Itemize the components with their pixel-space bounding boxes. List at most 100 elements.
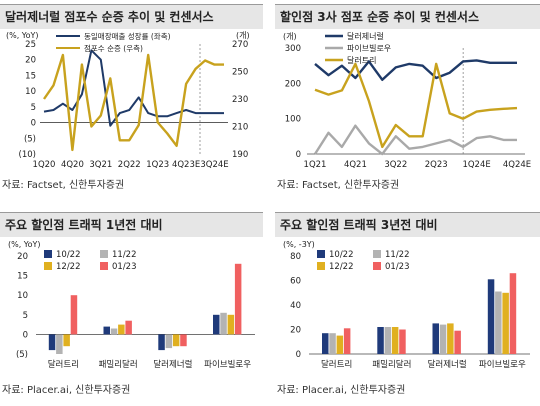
legend-swatch (373, 262, 381, 270)
bar-11/22 (110, 328, 118, 335)
x-category-label: 달러제너럴 (428, 359, 467, 370)
y-tick-label-left: 10 (25, 87, 36, 97)
x-tick-label: 1Q24E (462, 160, 490, 170)
bar-01/23 (180, 334, 187, 347)
panel-three-discounters: 할인점 3사 점포 순증 추이 및 컨센서스 (개) 0 100 200 300 1Q21… (275, 4, 540, 194)
bar-01/23 (234, 263, 242, 335)
y-tick-label: 5 (23, 311, 28, 321)
bar-11/22 (439, 324, 447, 354)
bar-11/22 (56, 334, 63, 354)
bar-01/23 (343, 328, 351, 354)
bar-12/22 (447, 323, 454, 354)
line-chart-store-growth: (%, YoY) (개) (10) (5) 0 5 10 15 20 25 190 210 230 250… (6, 30, 250, 170)
x-tick-label: 3Q22 (384, 160, 407, 170)
source-note: 자료: Placer.ai, 신한투자증권 (2, 385, 131, 396)
bar-10/22 (103, 326, 110, 335)
x-tick-label: 2Q22 (118, 160, 141, 170)
bar-12/22 (63, 334, 70, 347)
x-category-label: 달러트리 (48, 359, 79, 370)
bar-10/22 (377, 327, 384, 354)
legend-swatch (44, 262, 52, 270)
source-note: 자료: Factset, 신한투자증권 (2, 180, 125, 191)
y-axis-unit: (%, YoY) (8, 240, 41, 249)
y-tick-label: 300 (285, 44, 301, 54)
source-note: 자료: Placer.ai, 신한투자증권 (277, 385, 406, 396)
legend-label: 11/22 (385, 250, 410, 260)
x-tick-label: 2Q23 (425, 160, 448, 170)
y-tick-label: 200 (285, 79, 301, 89)
bar-01/23 (70, 295, 78, 335)
panel-store-growth: 달러제너럴 점포수 순증 추이 및 컨센서스 (%, YoY) (개) (10) (5… (0, 4, 263, 194)
y-axis-unit: (개) (283, 31, 297, 41)
x-tick-label: 1Q20 (33, 160, 56, 170)
panel-traffic-3y: 주요 할인점 트래픽 3년전 대비 (%, -3Y) 0 20 40 60 80 달러트리 패… (275, 212, 540, 406)
x-tick-label: 4Q20 (61, 160, 84, 170)
y-tick-label-left: 25 (25, 40, 36, 50)
y-tick-label-left: (10) (19, 150, 36, 160)
bar-12/22 (227, 314, 235, 335)
y-tick-label-right: 270 (232, 40, 248, 50)
y-tick-label-left: 5 (31, 103, 36, 113)
y-tick-label: 20 (17, 252, 28, 262)
bar-01/23 (399, 329, 406, 354)
x-tick-label: 4Q21 (344, 160, 367, 170)
series-line-1 (313, 124, 517, 156)
y-tick-label: 0 (23, 330, 28, 340)
bar-12/22 (172, 334, 180, 347)
y-tick-label: (5) (16, 350, 28, 360)
x-category-label: 패밀리달러 (99, 359, 138, 370)
legend-swatch (373, 250, 381, 258)
y-axis-unit: (%, -3Y) (283, 240, 315, 249)
series-line-0 (43, 49, 224, 127)
bar-11/22 (329, 333, 336, 354)
y-tick-label: 20 (290, 326, 301, 336)
y-tick-label: 0 (296, 150, 301, 160)
bar-11/22 (495, 291, 502, 354)
legend-swatch (100, 250, 108, 258)
y-tick-label: 15 (17, 272, 28, 282)
y-tick-label: 80 (290, 252, 301, 262)
chart-title: 주요 할인점 트래픽 1년전 대비 (0, 212, 263, 237)
y-tick-label-right: 230 (232, 95, 248, 105)
bar-12/22 (391, 327, 399, 354)
x-tick-label: 1Q21 (304, 160, 327, 170)
y-axis-right-unit: (개) (236, 30, 250, 40)
bar-01/23 (125, 320, 132, 335)
x-category-label: 달러트리 (321, 359, 352, 370)
y-tick-label: 100 (285, 115, 301, 125)
y-tick-label: 60 (290, 277, 301, 287)
legend-label: 파이브빌로우 (347, 43, 391, 53)
line-chart-three-discounters: (개) 0 100 200 300 1Q21 4Q21 3Q22 2Q23 1Q24E 4Q24E 달… (283, 31, 531, 170)
bar-chart-traffic-3y: (%, -3Y) 0 20 40 60 80 달러트리 패밀리달러 달러제너럴 파이브빌로우 10/… (283, 240, 530, 370)
bar-11/22 (384, 327, 392, 354)
y-tick-label-left: 15 (25, 71, 36, 81)
legend-label: 점포수 순증 (우측) (84, 43, 143, 53)
series-line-1 (43, 53, 224, 152)
y-tick-label: 0 (296, 350, 301, 360)
x-tick-label: 4Q23E (172, 160, 200, 170)
bar-10/22 (48, 334, 56, 351)
legend-label: 12/22 (329, 262, 354, 272)
bar-12/22 (336, 335, 344, 354)
chart-title: 달러제너럴 점포수 순증 추이 및 컨센서스 (0, 4, 263, 29)
bar-chart-traffic-1y: (%, YoY) (5) 0 5 10 15 20 달러트리 패밀리달러 달러제너럴 파이브빌로우 1… (8, 240, 255, 370)
x-category-label: 파이브빌로우 (479, 359, 526, 370)
y-tick-label-right: 250 (232, 68, 248, 78)
bar-10/22 (158, 334, 165, 351)
legend-swatch (44, 250, 52, 258)
x-category-label: 달러제너럴 (153, 359, 192, 370)
x-category-label: 파이브빌로우 (204, 359, 251, 370)
legend-label: 01/23 (385, 262, 410, 272)
y-axis-left-unit: (%, YoY) (6, 31, 39, 40)
bar-01/23 (454, 330, 461, 354)
panel-traffic-1y: 주요 할인점 트래픽 1년전 대비 (%, YoY) (5) 0 5 10 15 20 달러트… (0, 212, 263, 406)
y-tick-label-left: 20 (25, 56, 36, 66)
legend-swatch (100, 262, 108, 270)
source-note: 자료: Factset, 신한투자증권 (277, 180, 400, 191)
bar-12/22 (502, 292, 509, 355)
x-category-label: 패밀리달러 (372, 359, 411, 370)
bar-11/22 (220, 312, 227, 335)
y-tick-label: 40 (290, 301, 301, 311)
bar-10/22 (432, 323, 439, 354)
